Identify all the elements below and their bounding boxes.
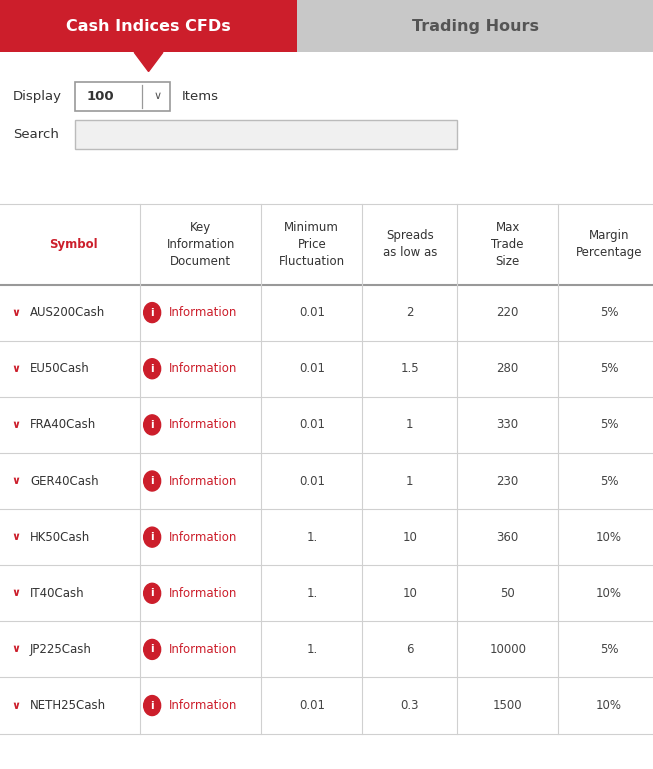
Text: Margin
Percentage: Margin Percentage xyxy=(576,229,642,259)
Text: JP225Cash: JP225Cash xyxy=(30,643,92,656)
Text: Display: Display xyxy=(13,90,62,102)
Text: 5%: 5% xyxy=(599,306,618,319)
Text: 1.: 1. xyxy=(306,587,317,600)
Text: 1: 1 xyxy=(406,418,413,431)
FancyBboxPatch shape xyxy=(297,0,653,52)
Text: 230: 230 xyxy=(496,474,519,488)
Text: 10%: 10% xyxy=(596,587,622,600)
Text: GER40Cash: GER40Cash xyxy=(30,474,99,488)
Circle shape xyxy=(144,415,161,435)
Text: HK50Cash: HK50Cash xyxy=(30,531,90,544)
Text: 1.5: 1.5 xyxy=(400,362,419,375)
Text: NETH25Cash: NETH25Cash xyxy=(30,699,106,712)
Text: Information: Information xyxy=(168,531,237,544)
Text: ∨: ∨ xyxy=(12,308,21,318)
Text: Information: Information xyxy=(168,643,237,656)
Text: ∨: ∨ xyxy=(12,476,21,486)
Text: 5%: 5% xyxy=(599,643,618,656)
Circle shape xyxy=(144,302,161,323)
Text: 10%: 10% xyxy=(596,531,622,544)
Text: i: i xyxy=(150,644,154,654)
Text: 1500: 1500 xyxy=(493,699,522,712)
FancyBboxPatch shape xyxy=(75,82,170,111)
Text: ∨: ∨ xyxy=(154,91,162,102)
Circle shape xyxy=(144,583,161,603)
Text: Information: Information xyxy=(168,474,237,488)
Text: 360: 360 xyxy=(496,531,519,544)
Text: 0.3: 0.3 xyxy=(400,699,419,712)
Text: Information: Information xyxy=(168,362,237,375)
Text: Cash Indices CFDs: Cash Indices CFDs xyxy=(66,18,231,34)
Text: 0.01: 0.01 xyxy=(299,418,325,431)
Text: i: i xyxy=(150,476,154,486)
Text: Trading Hours: Trading Hours xyxy=(411,18,539,34)
Text: i: i xyxy=(150,308,154,318)
Circle shape xyxy=(144,528,161,548)
Text: i: i xyxy=(150,532,154,542)
FancyBboxPatch shape xyxy=(0,0,297,52)
Text: 330: 330 xyxy=(497,418,518,431)
Text: i: i xyxy=(150,420,154,430)
Text: Information: Information xyxy=(168,699,237,712)
Text: 220: 220 xyxy=(496,306,519,319)
Text: 0.01: 0.01 xyxy=(299,306,325,319)
Text: AUS200Cash: AUS200Cash xyxy=(30,306,105,319)
Text: 2: 2 xyxy=(406,306,413,319)
Text: FRA40Cash: FRA40Cash xyxy=(30,418,96,431)
Text: 1: 1 xyxy=(406,474,413,488)
Text: Symbol: Symbol xyxy=(49,238,98,251)
Text: ∨: ∨ xyxy=(12,420,21,430)
Text: ∨: ∨ xyxy=(12,364,21,374)
Text: i: i xyxy=(150,364,154,374)
Text: Max
Trade
Size: Max Trade Size xyxy=(492,221,524,268)
Text: 10: 10 xyxy=(402,587,417,600)
Text: 0.01: 0.01 xyxy=(299,362,325,375)
Polygon shape xyxy=(135,52,163,72)
Circle shape xyxy=(144,471,161,491)
Text: 0.01: 0.01 xyxy=(299,474,325,488)
FancyBboxPatch shape xyxy=(75,120,457,149)
Text: 280: 280 xyxy=(496,362,519,375)
Text: 10: 10 xyxy=(402,531,417,544)
Circle shape xyxy=(144,358,161,378)
Text: Spreads
as low as: Spreads as low as xyxy=(383,229,437,259)
Text: Items: Items xyxy=(182,90,219,102)
Text: IT40Cash: IT40Cash xyxy=(30,587,85,600)
Text: 1.: 1. xyxy=(306,531,317,544)
Text: 1.: 1. xyxy=(306,643,317,656)
Circle shape xyxy=(144,639,161,659)
Text: Minimum
Price
Fluctuation: Minimum Price Fluctuation xyxy=(279,221,345,268)
Text: ∨: ∨ xyxy=(12,701,21,711)
FancyBboxPatch shape xyxy=(0,204,653,734)
Text: 0.01: 0.01 xyxy=(299,699,325,712)
Text: 10000: 10000 xyxy=(489,643,526,656)
Text: i: i xyxy=(150,588,154,598)
Text: i: i xyxy=(150,701,154,711)
Text: Information: Information xyxy=(168,418,237,431)
Text: 5%: 5% xyxy=(599,474,618,488)
Text: 5%: 5% xyxy=(599,362,618,375)
Text: 50: 50 xyxy=(500,587,515,600)
Text: ∨: ∨ xyxy=(12,644,21,654)
Text: EU50Cash: EU50Cash xyxy=(30,362,90,375)
Text: 6: 6 xyxy=(406,643,413,656)
Text: Information: Information xyxy=(168,306,237,319)
Text: 100: 100 xyxy=(87,90,114,102)
Text: 5%: 5% xyxy=(599,418,618,431)
Text: ∨: ∨ xyxy=(12,588,21,598)
Text: Key
Information
Document: Key Information Document xyxy=(167,221,235,268)
Circle shape xyxy=(144,695,161,715)
Text: ∨: ∨ xyxy=(12,532,21,542)
Text: Information: Information xyxy=(168,587,237,600)
Text: 10%: 10% xyxy=(596,699,622,712)
Text: Search: Search xyxy=(13,128,59,141)
